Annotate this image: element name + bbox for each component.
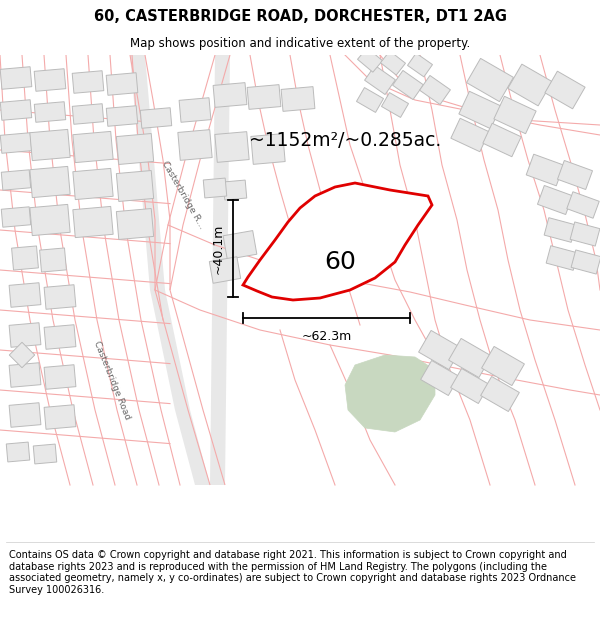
Polygon shape xyxy=(116,134,154,164)
Polygon shape xyxy=(9,402,41,428)
Polygon shape xyxy=(449,338,491,377)
Text: 60, CASTERBRIDGE ROAD, DORCHESTER, DT1 2AG: 60, CASTERBRIDGE ROAD, DORCHESTER, DT1 2… xyxy=(94,9,506,24)
Polygon shape xyxy=(215,132,249,162)
Polygon shape xyxy=(44,365,76,389)
Polygon shape xyxy=(34,69,66,91)
Polygon shape xyxy=(571,250,600,274)
Polygon shape xyxy=(0,132,32,153)
Polygon shape xyxy=(451,118,489,152)
Polygon shape xyxy=(1,170,31,190)
Polygon shape xyxy=(407,53,433,77)
Polygon shape xyxy=(178,129,212,161)
Polygon shape xyxy=(9,362,41,388)
Polygon shape xyxy=(72,104,104,124)
Polygon shape xyxy=(33,444,57,464)
Polygon shape xyxy=(40,248,67,272)
Polygon shape xyxy=(30,129,70,161)
Polygon shape xyxy=(11,246,38,270)
Polygon shape xyxy=(140,107,172,128)
Polygon shape xyxy=(281,87,315,111)
Polygon shape xyxy=(538,186,572,214)
Text: Map shows position and indicative extent of the property.: Map shows position and indicative extent… xyxy=(130,38,470,51)
Polygon shape xyxy=(545,71,585,109)
Polygon shape xyxy=(567,192,599,218)
Polygon shape xyxy=(483,123,521,157)
Polygon shape xyxy=(557,161,593,189)
Polygon shape xyxy=(392,71,424,99)
Polygon shape xyxy=(106,106,138,126)
Text: Casterbridge Road: Casterbridge Road xyxy=(92,339,132,421)
Polygon shape xyxy=(44,325,76,349)
Polygon shape xyxy=(356,88,383,112)
Polygon shape xyxy=(9,322,41,348)
Polygon shape xyxy=(34,102,66,122)
Polygon shape xyxy=(358,48,382,72)
Polygon shape xyxy=(526,154,564,186)
Polygon shape xyxy=(451,369,490,404)
Text: ~1152m²/~0.285ac.: ~1152m²/~0.285ac. xyxy=(249,131,441,149)
Polygon shape xyxy=(1,207,31,227)
Text: 60: 60 xyxy=(324,250,356,274)
Polygon shape xyxy=(459,91,501,129)
Polygon shape xyxy=(546,246,578,271)
Polygon shape xyxy=(0,100,32,120)
Text: Contains OS data © Crown copyright and database right 2021. This information is : Contains OS data © Crown copyright and d… xyxy=(9,550,576,595)
Polygon shape xyxy=(494,96,536,134)
Polygon shape xyxy=(130,55,210,485)
Polygon shape xyxy=(223,180,247,200)
Polygon shape xyxy=(570,222,600,246)
Polygon shape xyxy=(508,64,552,106)
Polygon shape xyxy=(247,84,281,109)
Text: Casterbridge R…: Casterbridge R… xyxy=(160,159,206,231)
Polygon shape xyxy=(467,58,514,102)
Polygon shape xyxy=(382,92,409,118)
Polygon shape xyxy=(44,405,76,429)
Text: ~62.3m: ~62.3m xyxy=(301,330,352,343)
Polygon shape xyxy=(0,67,32,89)
Polygon shape xyxy=(9,342,35,367)
Polygon shape xyxy=(544,217,576,242)
Polygon shape xyxy=(380,51,406,75)
Polygon shape xyxy=(203,178,227,198)
Polygon shape xyxy=(44,285,76,309)
Polygon shape xyxy=(209,257,241,283)
Polygon shape xyxy=(30,204,70,236)
Polygon shape xyxy=(72,71,104,93)
Polygon shape xyxy=(106,72,138,95)
Polygon shape xyxy=(213,82,247,107)
Polygon shape xyxy=(6,442,30,462)
Polygon shape xyxy=(116,171,154,201)
Polygon shape xyxy=(481,376,520,411)
Polygon shape xyxy=(116,209,154,239)
Polygon shape xyxy=(179,98,211,122)
Polygon shape xyxy=(73,168,113,199)
Text: ~40.1m: ~40.1m xyxy=(212,223,225,274)
Polygon shape xyxy=(210,55,230,485)
Polygon shape xyxy=(482,346,524,386)
Polygon shape xyxy=(73,206,113,238)
Polygon shape xyxy=(9,282,41,308)
Polygon shape xyxy=(223,231,257,259)
Polygon shape xyxy=(73,131,113,162)
Polygon shape xyxy=(243,183,432,300)
Polygon shape xyxy=(30,166,70,198)
Polygon shape xyxy=(365,66,395,94)
Polygon shape xyxy=(419,76,451,104)
Polygon shape xyxy=(345,355,435,432)
Polygon shape xyxy=(421,361,460,396)
Polygon shape xyxy=(419,331,461,369)
Polygon shape xyxy=(251,134,285,164)
